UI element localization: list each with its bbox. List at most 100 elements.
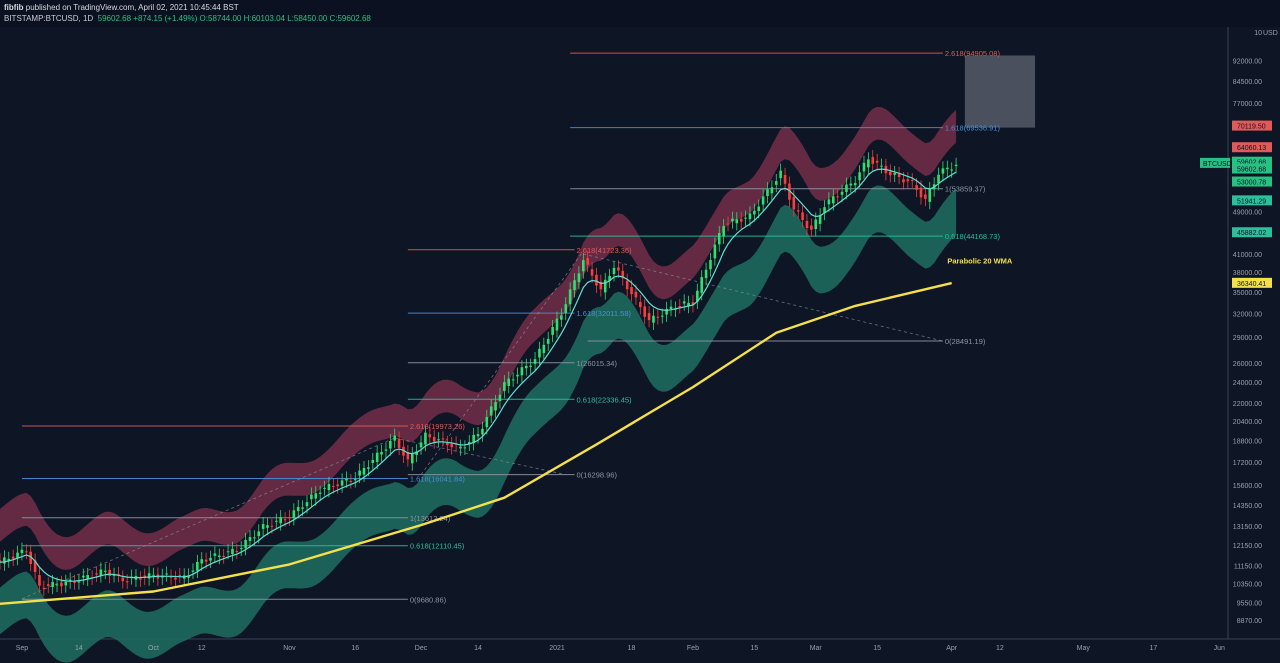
candle-body — [191, 570, 195, 572]
candle-body — [577, 273, 581, 283]
price-tag-box — [1232, 120, 1272, 131]
candle-body — [906, 179, 910, 182]
candle-body — [410, 454, 414, 464]
candle-body — [46, 584, 50, 586]
candle-body — [318, 492, 322, 494]
y-axis-tick-label: 29000.00 — [1233, 335, 1262, 342]
candle-body — [625, 280, 629, 290]
y-axis-tick-label: 24000.00 — [1233, 380, 1262, 387]
price-tag-label: 45882.02 — [1237, 230, 1266, 237]
candle-body — [397, 438, 401, 448]
candle-body — [103, 570, 107, 572]
fib-level-label: 0(16298.96) — [577, 471, 618, 480]
candle-body — [340, 480, 344, 486]
fib-level-label: 2.618(19973.26) — [410, 422, 466, 431]
candle-body — [748, 213, 752, 220]
candle-body — [60, 582, 63, 587]
candle-body — [362, 468, 366, 475]
candle-body — [950, 169, 953, 171]
fib-level-label: 1.618(32011.58) — [577, 309, 632, 318]
x-axis-tick-label: 17 — [1150, 645, 1158, 652]
candle-body — [599, 281, 603, 290]
ohlc-high: H:60103.04 — [243, 14, 285, 23]
candle-body — [393, 435, 397, 441]
y-axis-tick-label: 32000.00 — [1233, 311, 1262, 318]
candle-body — [731, 218, 734, 222]
fib-level-label: 1.618(16041.84) — [410, 474, 466, 483]
candle-body — [783, 174, 787, 184]
candle-body — [209, 557, 212, 561]
x-axis-tick-label: Nov — [283, 645, 296, 652]
price-tag-label: 51941.29 — [1237, 198, 1266, 205]
candle-body — [353, 479, 357, 481]
candle-body — [380, 451, 383, 455]
candle-body — [766, 189, 769, 196]
candle-body — [64, 581, 68, 586]
candle-body — [196, 561, 199, 571]
price-tag-label: 64060.13 — [1237, 145, 1266, 152]
y-axis-tick-label: 10350.00 — [1233, 581, 1262, 588]
candle-body — [551, 327, 554, 335]
candle-body — [301, 507, 304, 509]
candle-body — [608, 275, 611, 281]
candle-body — [305, 502, 309, 507]
x-axis-tick-label: 18 — [628, 645, 636, 652]
candle-body — [275, 520, 278, 522]
candle-body — [831, 196, 835, 204]
candle-body — [367, 467, 370, 469]
candle-body — [533, 359, 537, 364]
fib-level-label: 0(28491.19) — [945, 337, 986, 346]
candle-body — [840, 191, 844, 195]
candle-body — [485, 416, 489, 428]
candle-body — [117, 573, 120, 575]
fib-trend-dashed-line — [394, 437, 566, 476]
fib-level-label: 0.618(44168.73) — [945, 232, 1001, 241]
candle-body — [77, 581, 81, 583]
y-axis-tick-label: 84500.00 — [1233, 79, 1262, 86]
candle-body — [937, 174, 940, 184]
candle-body — [612, 267, 616, 275]
author-name[interactable]: fibfib — [4, 3, 24, 12]
y-axis-tick-label: 12150.00 — [1233, 543, 1262, 550]
candle-body — [709, 259, 712, 270]
candle-body — [86, 575, 90, 579]
candle-body — [792, 197, 796, 210]
candle-body — [402, 446, 405, 456]
candle-body — [757, 206, 761, 211]
candle-body — [108, 569, 111, 577]
ohlc-close: C:59602.68 — [329, 14, 371, 23]
candle-body — [546, 338, 550, 344]
x-axis-tick-label: 14 — [75, 645, 83, 652]
y-axis-tick-label: 49000.00 — [1233, 209, 1262, 216]
candle-body — [222, 555, 225, 557]
candle-body — [696, 290, 699, 302]
candle-body — [314, 493, 318, 499]
candle-body — [169, 576, 173, 578]
x-axis-tick-label: Sep — [16, 645, 29, 652]
candle-body — [678, 306, 682, 308]
candle-body — [590, 269, 594, 276]
candle-body — [858, 172, 861, 181]
candle-body — [424, 432, 427, 444]
candle-body — [704, 269, 708, 279]
fib-level-label: 1(13612.24) — [410, 514, 451, 523]
y-axis-tick-label: 38000.00 — [1233, 270, 1262, 277]
wma-annotation: Parabolic 20 WMA — [947, 256, 1013, 265]
candle-body — [770, 187, 774, 194]
candle-body — [55, 584, 59, 586]
candle-body — [25, 551, 28, 553]
fib-level-label: 0(9680.86) — [410, 595, 447, 604]
y-axis-tick-label: 77000.00 — [1233, 101, 1262, 108]
y-axis-tick-label: 18800.00 — [1233, 439, 1262, 446]
candle-body — [603, 279, 607, 293]
y-axis-tick-label: 15600.00 — [1233, 483, 1262, 490]
candle-body — [432, 436, 436, 442]
price-chart[interactable]: 2.618(94905.08) 1.618(69536.91) 1(53859.37… — [0, 27, 1280, 663]
last-price: 59602.68 — [97, 14, 132, 23]
candle-body — [796, 210, 800, 212]
candle-body — [634, 291, 638, 298]
candle-body — [726, 223, 730, 225]
x-axis-tick-label: Feb — [687, 645, 699, 652]
symbol-tag-label: BTCUSD — [1203, 161, 1232, 168]
candle-body — [867, 159, 870, 168]
